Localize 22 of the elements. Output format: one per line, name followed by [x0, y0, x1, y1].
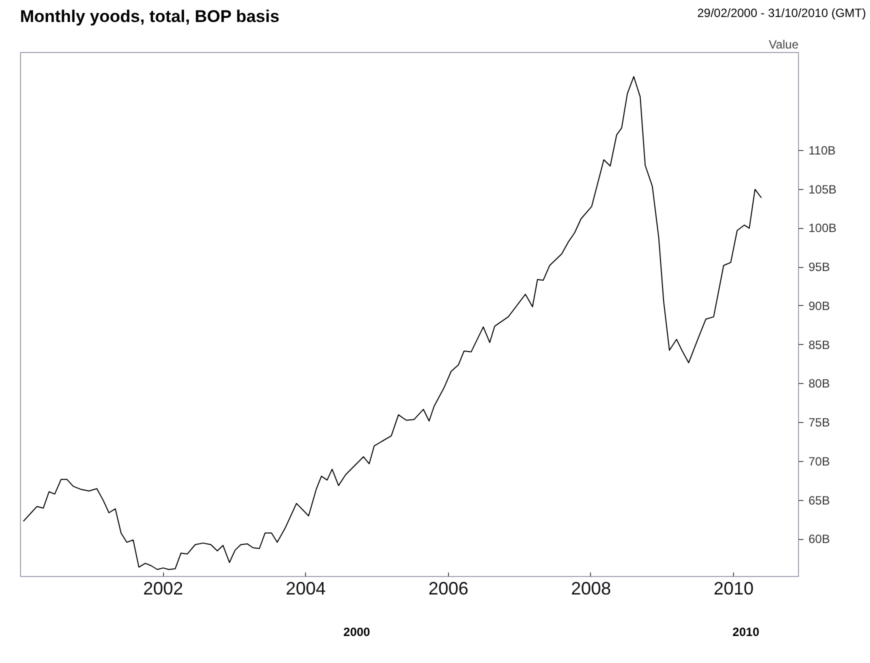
text: 2000 [343, 624, 370, 641]
y-tick-label: 60B [808, 532, 830, 546]
line-series [22, 76, 762, 570]
y-tick-label: 65B [808, 493, 830, 508]
y-tick-label: 70B [808, 454, 830, 468]
y-tick-label: 80B [808, 376, 830, 391]
y-tick-label: 95B [808, 260, 830, 274]
x-tick-label: 2008 [570, 578, 612, 598]
y-tick-label: 100B [808, 221, 837, 236]
x-tick-label: 2002 [143, 578, 184, 598]
y-tick-label: 85B [808, 338, 830, 352]
x-tick-label: 2004 [286, 578, 326, 598]
chart-subtitle: 29/02/2000 - 31/10/2010 (GMT) [697, 5, 866, 22]
chart-title: Monthly yoods, total, BOP basis [20, 6, 280, 28]
y-tick-label: 105B [808, 182, 837, 196]
y-axis-title: Value [768, 38, 799, 52]
y-tick-label: 110B [808, 143, 836, 158]
y-tick-label: 75B [808, 416, 830, 430]
y-tick-label: 90B [808, 298, 830, 313]
x-tick-label: 2006 [428, 578, 468, 598]
x-tick-label: 2010 [714, 578, 754, 598]
text: 2010 [732, 624, 760, 641]
